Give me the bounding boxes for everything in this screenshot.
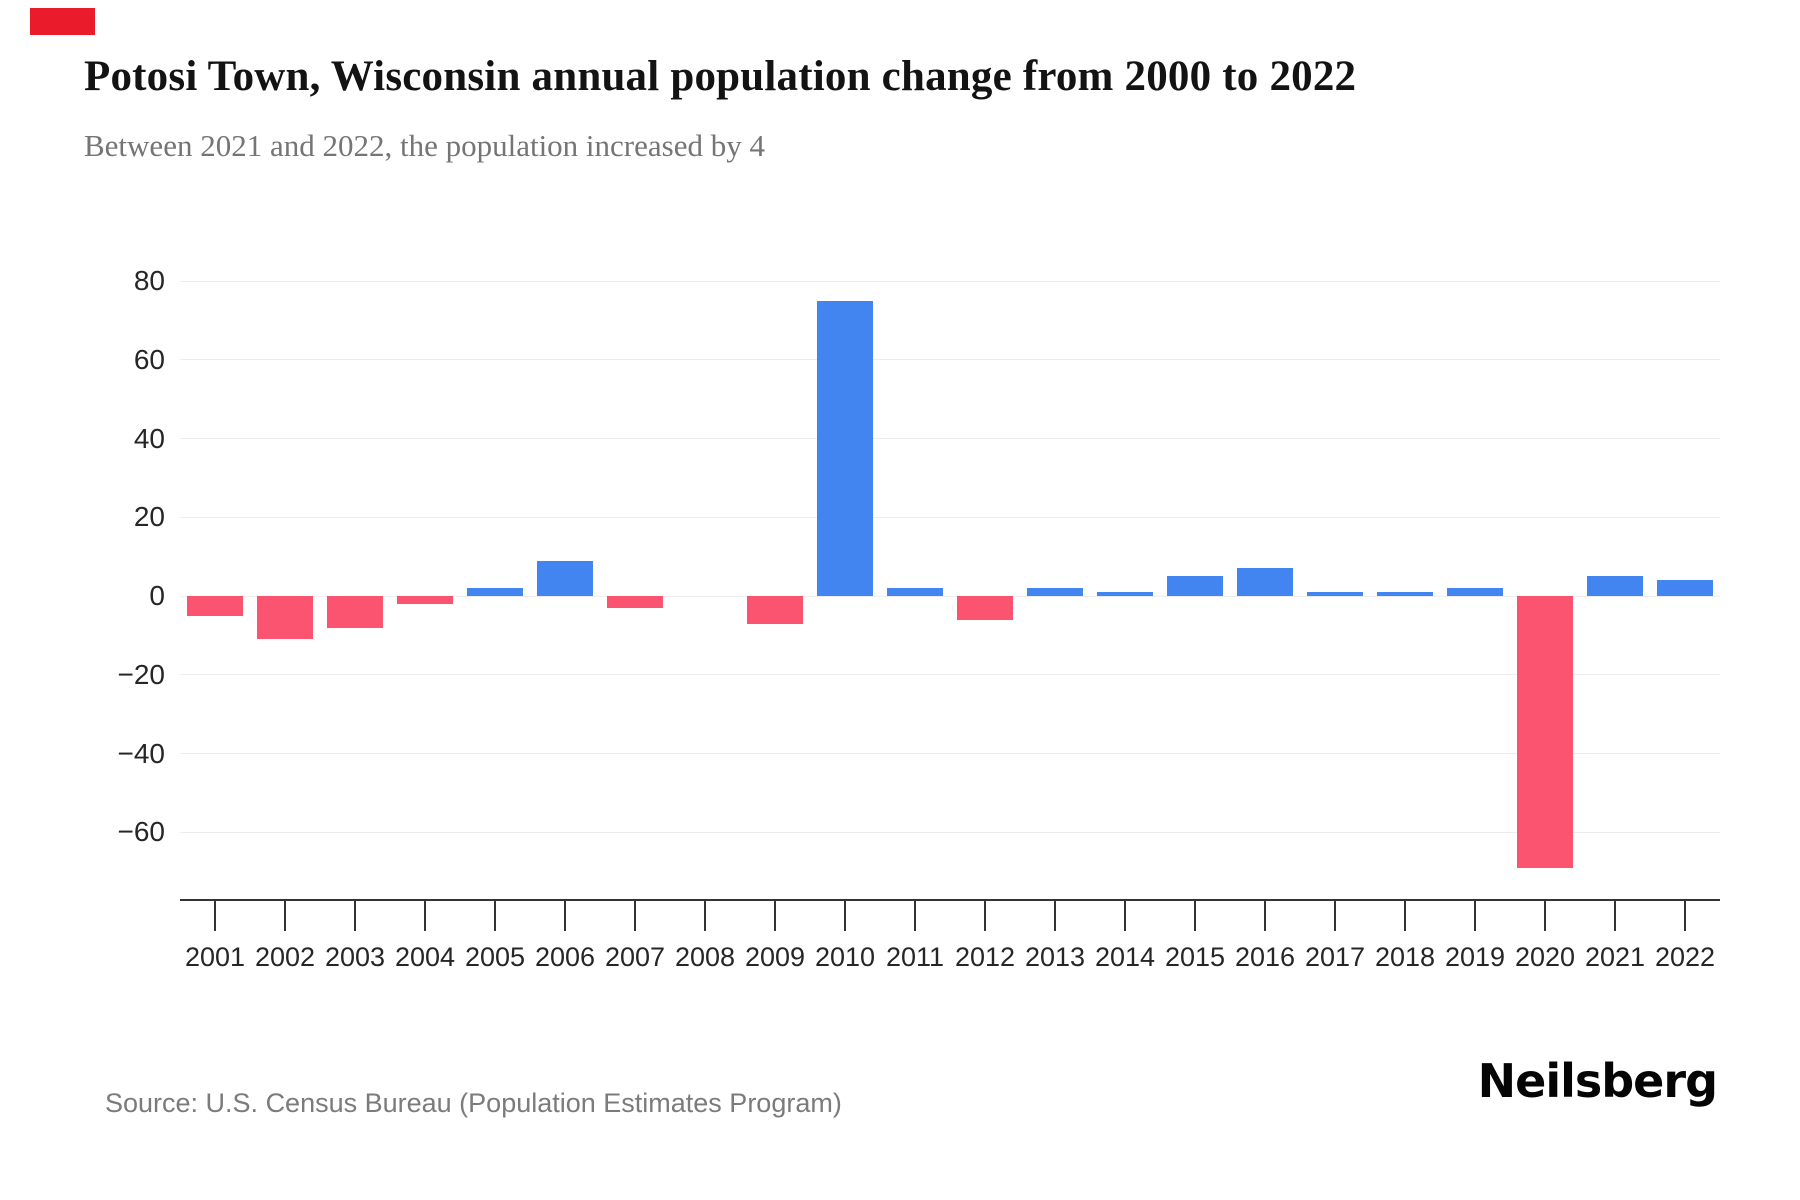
x-axis-label-2007: 2007 [604,942,666,972]
y-axis-label-0: 0 [149,580,165,611]
x-axis-label-2009: 2009 [744,942,806,972]
y-axis-label--60: −60 [117,816,166,848]
bar-2007[interactable] [607,596,663,608]
x-axis-label-2022: 2022 [1654,942,1716,972]
x-tick-2010 [844,901,846,931]
bar-2021[interactable] [1587,576,1643,596]
bar-2014[interactable] [1097,592,1153,596]
x-axis-label-2021: 2021 [1584,942,1646,972]
x-axis-label-2012: 2012 [954,942,1016,972]
x-tick-2022 [1684,901,1686,931]
x-tick-2001 [214,901,216,931]
bar-2004[interactable] [397,596,453,604]
x-tick-2015 [1194,901,1196,931]
x-tick-2020 [1544,901,1546,931]
y-gridline--40 [180,753,1720,754]
bar-2020[interactable] [1517,596,1573,868]
x-tick-2019 [1474,901,1476,931]
x-tick-2009 [774,901,776,931]
bar-2010[interactable] [817,300,873,596]
bar-2017[interactable] [1307,592,1363,596]
x-axis-label-2008: 2008 [674,942,736,972]
x-axis-label-2004: 2004 [394,942,456,972]
bar-2002[interactable] [257,596,313,640]
y-axis-label--40: −40 [117,737,166,769]
x-tick-2004 [424,901,426,931]
bar-2005[interactable] [467,588,523,596]
x-tick-2018 [1404,901,1406,931]
x-tick-2007 [634,901,636,931]
x-axis-label-2010: 2010 [814,942,876,972]
bar-2011[interactable] [887,588,943,596]
bar-2001[interactable] [187,596,243,616]
x-axis-label-2016: 2016 [1234,942,1296,972]
bar-2019[interactable] [1447,588,1503,596]
x-axis-label-2020: 2020 [1514,942,1576,972]
source-note: Source: U.S. Census Bureau (Population E… [105,1088,842,1118]
x-axis-label-2017: 2017 [1304,942,1366,972]
x-axis-label-2018: 2018 [1374,942,1436,972]
bar-2006[interactable] [537,560,593,596]
x-tick-2012 [984,901,986,931]
chart-subtitle: Between 2021 and 2022, the population in… [84,128,765,163]
x-axis-label-2013: 2013 [1024,942,1086,972]
bar-2012[interactable] [957,596,1013,620]
y-gridline-40 [180,438,1720,439]
y-axis-label-80: 80 [133,265,165,296]
y-gridline--60 [180,831,1720,833]
bar-2016[interactable] [1237,568,1293,596]
x-tick-2005 [494,901,496,931]
x-tick-2002 [284,901,286,931]
x-tick-2014 [1124,901,1126,931]
x-axis-label-2006: 2006 [534,942,596,972]
y-gridline-20 [180,516,1720,518]
y-gridline-0 [180,595,1720,597]
x-axis-label-2002: 2002 [254,942,316,972]
y-gridline-80 [180,280,1720,282]
x-tick-2017 [1334,901,1336,931]
red-marker [30,8,95,35]
bar-2009[interactable] [747,596,803,624]
y-axis-label-40: 40 [133,422,165,454]
y-axis-label-20: 20 [133,501,165,533]
chart-title: Potosi Town, Wisconsin annual population… [84,53,1357,100]
x-axis-label-2003: 2003 [324,942,386,972]
x-tick-2013 [1054,901,1056,931]
bar-2015[interactable] [1167,576,1223,596]
x-tick-2011 [914,901,916,931]
x-axis-label-2019: 2019 [1444,942,1506,972]
y-gridline--20 [180,674,1720,676]
x-tick-2008 [704,901,706,931]
x-axis-label-2015: 2015 [1164,942,1226,972]
x-axis-label-2011: 2011 [885,942,945,972]
y-axis-label-60: 60 [133,343,165,375]
x-axis-label-2014: 2014 [1094,942,1156,972]
x-axis-label-2005: 2005 [464,942,526,972]
x-tick-2016 [1264,901,1266,931]
x-tick-2006 [564,901,566,931]
brand-logo: Neilsberg [1477,1054,1718,1108]
y-axis-label--20: −20 [117,658,166,690]
bar-2003[interactable] [327,596,383,628]
x-axis-label-2001: 2001 [184,942,246,972]
y-gridline-60 [180,359,1720,361]
x-tick-2021 [1614,901,1616,931]
x-axis-line [180,899,1720,901]
x-tick-2003 [354,901,356,931]
bar-2022[interactable] [1657,580,1713,596]
bar-2013[interactable] [1027,588,1083,596]
bar-2018[interactable] [1377,592,1433,596]
